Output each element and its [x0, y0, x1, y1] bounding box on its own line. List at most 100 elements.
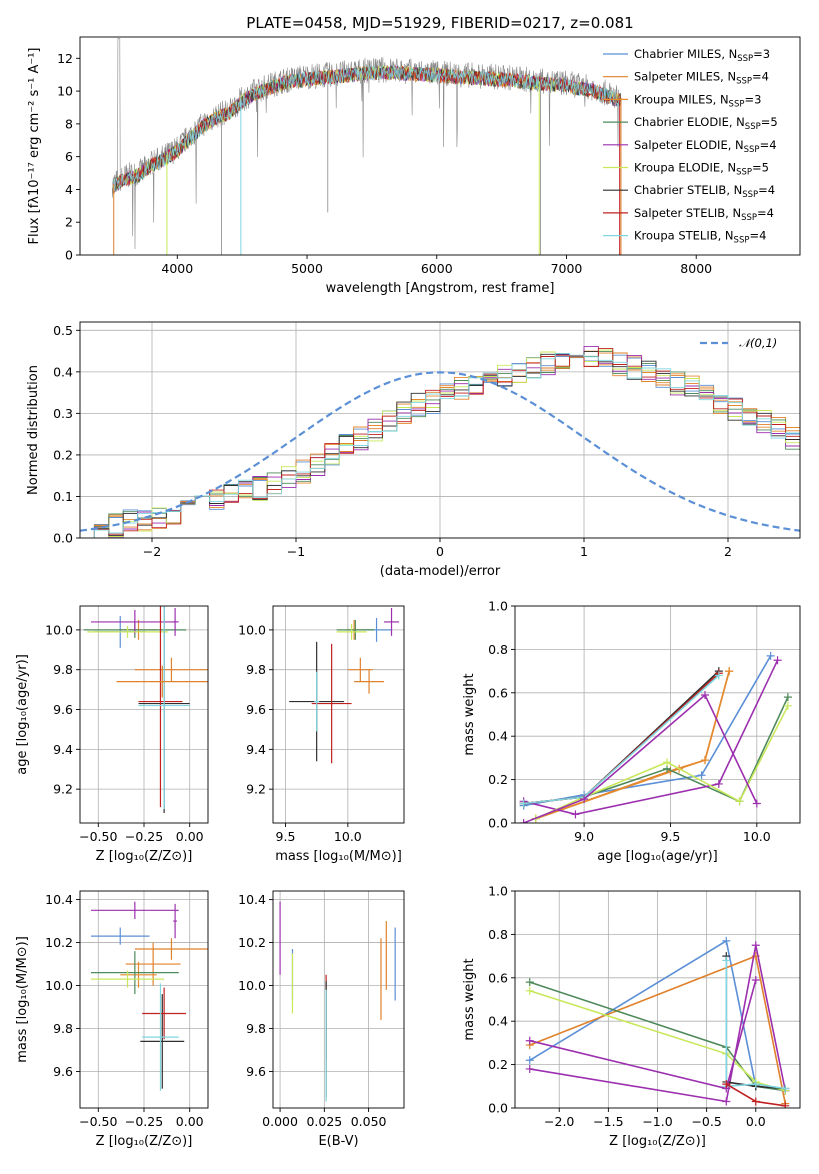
model-spectrum-krou_elodie	[112, 64, 622, 195]
histogram-krou_elodie	[80, 349, 800, 538]
x-tick-label: 9.5	[276, 829, 296, 844]
legend-tail: =4	[749, 229, 766, 243]
series-krou_elodie	[535, 705, 789, 820]
legend-entry: Chabrier ELODIE, NSSP=5	[634, 115, 778, 132]
legend-tail: =4	[758, 183, 775, 197]
legend-entry: Kroupa MILES, NSSP=3	[634, 92, 761, 109]
series-chab_elodie	[523, 696, 789, 805]
legend-label: Salpeter STELIB, N	[634, 206, 741, 220]
marker-chab_miles	[525, 1056, 534, 1065]
x-tick-label: −1.0	[642, 1114, 672, 1129]
histogram-chab_stelib	[80, 351, 800, 538]
panel-age_vs_mass: 9.5 10.0 9.2 9.4 9.6 9.8 10.0 mass [log₁₀(M/M⊙)…	[238, 605, 405, 864]
marker-salp_elodie	[580, 795, 589, 804]
legend-label: Kroupa MILES, N	[634, 92, 729, 106]
x-tick-label: 10.0	[743, 829, 771, 844]
y-axis-label: Normed distribution	[26, 365, 41, 495]
marker-krou_elodie	[735, 797, 744, 806]
y-axis-label: age [log₁₀(age/yr)]	[15, 654, 30, 775]
y-axis-label: Flux [fλ10⁻¹⁷ erg cm⁻² s⁻¹ A⁻¹]	[27, 48, 42, 245]
y-tick-label: 0.8	[488, 927, 508, 942]
series-krou_stelib	[725, 960, 786, 1090]
panel-mass_vs_ebv: 0.000 0.025 0.050 9.6 9.8 10.0 10.2 10.4 E(B-V)	[238, 890, 405, 1149]
plot-area	[80, 606, 208, 823]
histogram-krou_stelib	[80, 352, 800, 538]
y-tick-label: 10.0	[238, 978, 266, 993]
y-tick-label: 0.4	[53, 364, 73, 379]
x-tick-label: −1	[287, 544, 305, 559]
y-tick-label: 9.8	[246, 1021, 266, 1036]
model-spectrum-chab_stelib	[112, 64, 622, 195]
plot-area	[80, 891, 208, 1108]
marker-salp_elodie	[752, 799, 761, 808]
legend-label: Chabrier MILES, N	[634, 47, 737, 61]
y-tick-label: 10.4	[45, 892, 73, 907]
axes-frame	[514, 890, 801, 1109]
marker-salp_elodie	[701, 690, 709, 699]
marker-chab_miles	[766, 651, 775, 660]
legend-tail: =4	[760, 138, 777, 152]
x-tick-label: −0.50	[79, 1114, 117, 1129]
y-tick-label: 0.2	[53, 447, 73, 462]
marker-krou_elodie	[663, 758, 671, 767]
marker-salp_elodie	[773, 656, 782, 665]
marker-chab_elodie	[525, 978, 534, 987]
y-tick-label: 10.0	[238, 622, 266, 637]
y-axis-label: mass weight	[462, 958, 477, 1040]
marker-chab_miles	[697, 771, 706, 780]
y-tick-label: 6	[65, 149, 73, 164]
y-tick-label: 9.8	[53, 1021, 73, 1036]
histogram-salp_stelib	[80, 348, 800, 538]
y-tick-label: 0.6	[488, 685, 508, 700]
x-axis-label: E(B-V)	[318, 1134, 358, 1149]
x-tick-label: 0	[436, 544, 444, 559]
marker-salp_elodie	[722, 1097, 731, 1106]
legend-tail: =5	[761, 115, 778, 129]
legend-subscript: SSP	[742, 190, 758, 200]
marker-chab_elodie	[783, 693, 792, 702]
legend-subscript: SSP	[736, 168, 752, 178]
x-tick-label: −0.5	[691, 1114, 721, 1129]
marker-krou_elodie	[783, 701, 792, 710]
x-tick-label: 1	[580, 544, 588, 559]
x-tick-label: 0.00	[176, 829, 204, 844]
x-tick-label: 6000	[421, 261, 453, 276]
histogram-krou_miles	[80, 355, 800, 538]
x-tick-label: −2	[143, 544, 161, 559]
y-tick-label: 0.3	[53, 406, 73, 421]
series-chab_miles	[523, 655, 772, 807]
y-tick-label: 9.6	[53, 1064, 73, 1079]
x-tick-label: 4000	[161, 261, 193, 276]
y-tick-label: 9.2	[53, 782, 73, 797]
legend-label: Kroupa STELIB, N	[634, 229, 734, 243]
marker-krou_stelib	[722, 956, 731, 965]
x-tick-label: −2.0	[544, 1114, 574, 1129]
x-axis-label: (data-model)/error	[380, 564, 501, 579]
x-tick-label: 7000	[551, 261, 583, 276]
marker-salp_elodie	[751, 941, 760, 950]
x-tick-label: 0.00	[176, 1114, 204, 1129]
marker-krou_miles	[701, 756, 709, 765]
y-tick-label: 10.4	[238, 892, 266, 907]
y-tick-label: 12	[57, 51, 73, 66]
y-tick-label: 9.6	[53, 702, 73, 717]
legend-normal: 𝒩(0,1)	[739, 336, 777, 350]
legend-entry: Salpeter STELIB, NSSP=4	[634, 206, 774, 223]
marker-krou_stelib	[714, 671, 723, 680]
legend-entry: Salpeter MILES, NSSP=4	[634, 70, 769, 87]
legend-tail: =5	[752, 161, 769, 175]
marker-krou_stelib	[781, 1084, 790, 1093]
y-tick-label: 9.4	[246, 742, 266, 757]
y-tick-label: 8	[65, 116, 73, 131]
x-axis-label: mass [log₁₀(M/M⊙)]	[275, 849, 402, 864]
marker-chab_miles	[722, 936, 731, 945]
marker-salp_elodie	[519, 819, 528, 823]
x-axis-label: age [log₁₀(age/yr)]	[597, 849, 718, 864]
marker-salp_stelib	[722, 1080, 731, 1089]
x-axis-label: Z [log₁₀(Z/Z⊙)]	[96, 1134, 193, 1149]
x-tick-label: −0.50	[79, 829, 117, 844]
plot-area	[80, 322, 800, 538]
y-axis-label: mass [log₁₀(M/M⊙)]	[15, 936, 30, 1063]
